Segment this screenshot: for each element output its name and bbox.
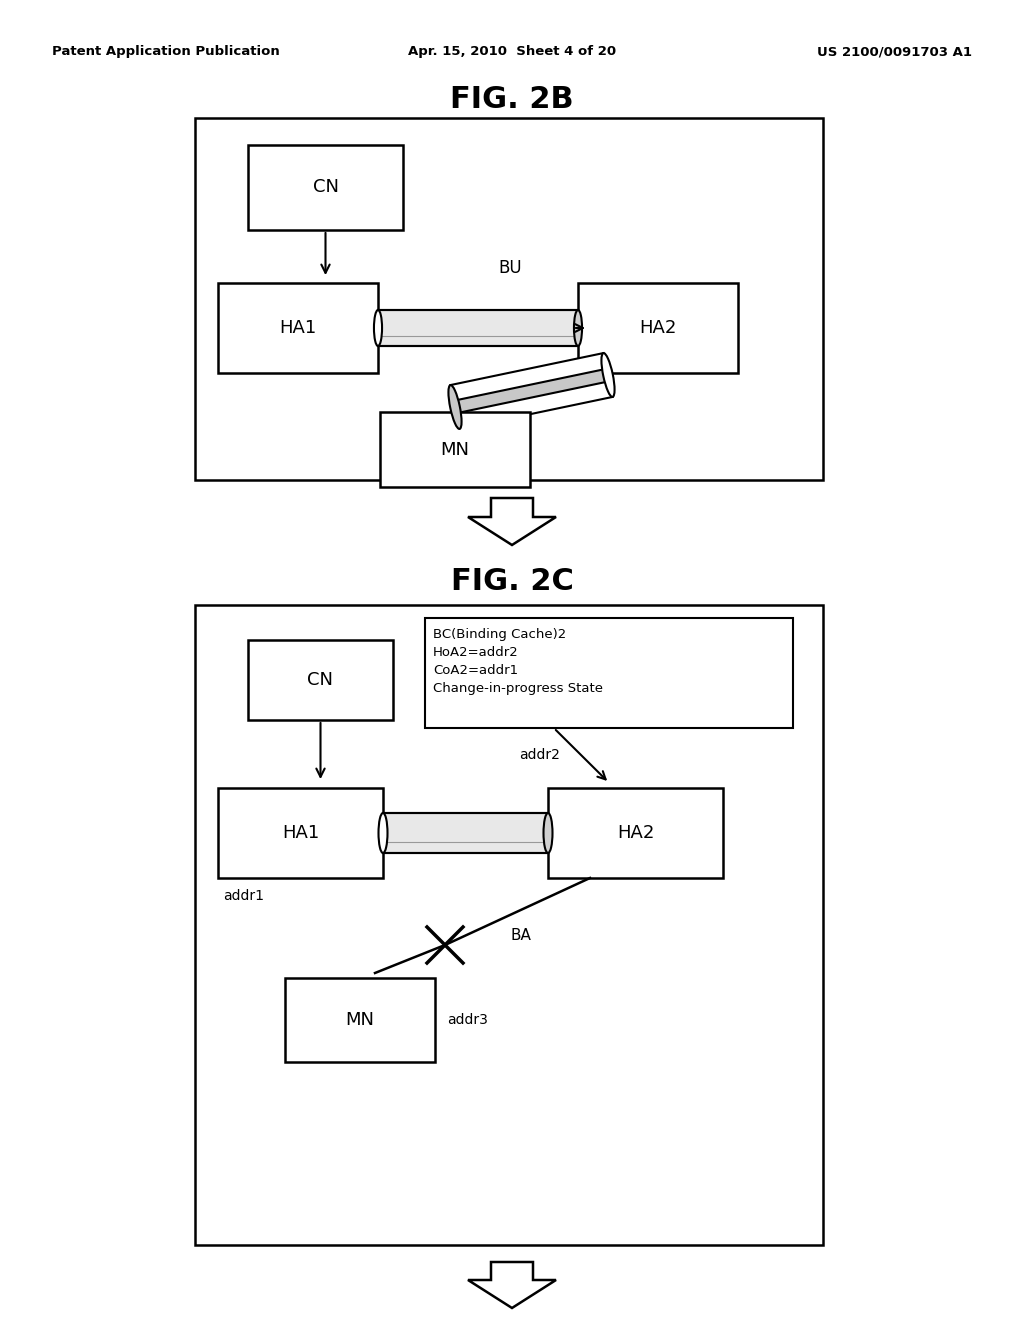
Text: US 2100/0091703 A1: US 2100/0091703 A1 <box>817 45 972 58</box>
Bar <box>285 978 435 1063</box>
Polygon shape <box>468 498 556 545</box>
Bar <box>218 788 383 878</box>
Ellipse shape <box>544 813 553 853</box>
Text: HA2: HA2 <box>616 824 654 842</box>
Text: Patent Application Publication: Patent Application Publication <box>52 45 280 58</box>
Bar <box>578 282 738 374</box>
Text: BC(Binding Cache)2
HoA2=addr2
CoA2=addr1
Change-in-progress State: BC(Binding Cache)2 HoA2=addr2 CoA2=addr1… <box>433 628 603 696</box>
Ellipse shape <box>449 385 462 429</box>
Polygon shape <box>454 368 609 413</box>
Text: BU: BU <box>499 259 522 277</box>
Text: MN: MN <box>440 441 469 459</box>
Text: BA: BA <box>510 928 530 942</box>
Ellipse shape <box>573 310 582 346</box>
Polygon shape <box>468 1262 556 1308</box>
Ellipse shape <box>601 352 614 397</box>
Bar <box>380 412 530 487</box>
Text: addr2: addr2 <box>519 748 560 762</box>
Text: addr3: addr3 <box>447 1012 487 1027</box>
Bar <box>248 145 403 230</box>
Text: HA1: HA1 <box>282 824 319 842</box>
Text: MN: MN <box>345 1011 375 1030</box>
Bar <box>218 282 378 374</box>
Bar <box>548 788 723 878</box>
Text: CN: CN <box>312 178 339 197</box>
Bar <box>195 117 823 480</box>
Text: CN: CN <box>307 671 334 689</box>
Bar <box>195 605 823 1245</box>
Text: FIG. 2C: FIG. 2C <box>451 568 573 597</box>
Ellipse shape <box>374 310 382 346</box>
Text: HA1: HA1 <box>280 319 316 337</box>
Bar <box>378 310 578 346</box>
Text: addr1: addr1 <box>223 888 264 903</box>
Bar <box>425 618 793 729</box>
Text: Apr. 15, 2010  Sheet 4 of 20: Apr. 15, 2010 Sheet 4 of 20 <box>408 45 616 58</box>
Text: HA2: HA2 <box>639 319 677 337</box>
Polygon shape <box>451 352 612 429</box>
Text: FIG. 2B: FIG. 2B <box>451 86 573 115</box>
Ellipse shape <box>379 813 387 853</box>
Bar <box>248 640 393 719</box>
Bar <box>383 813 548 853</box>
